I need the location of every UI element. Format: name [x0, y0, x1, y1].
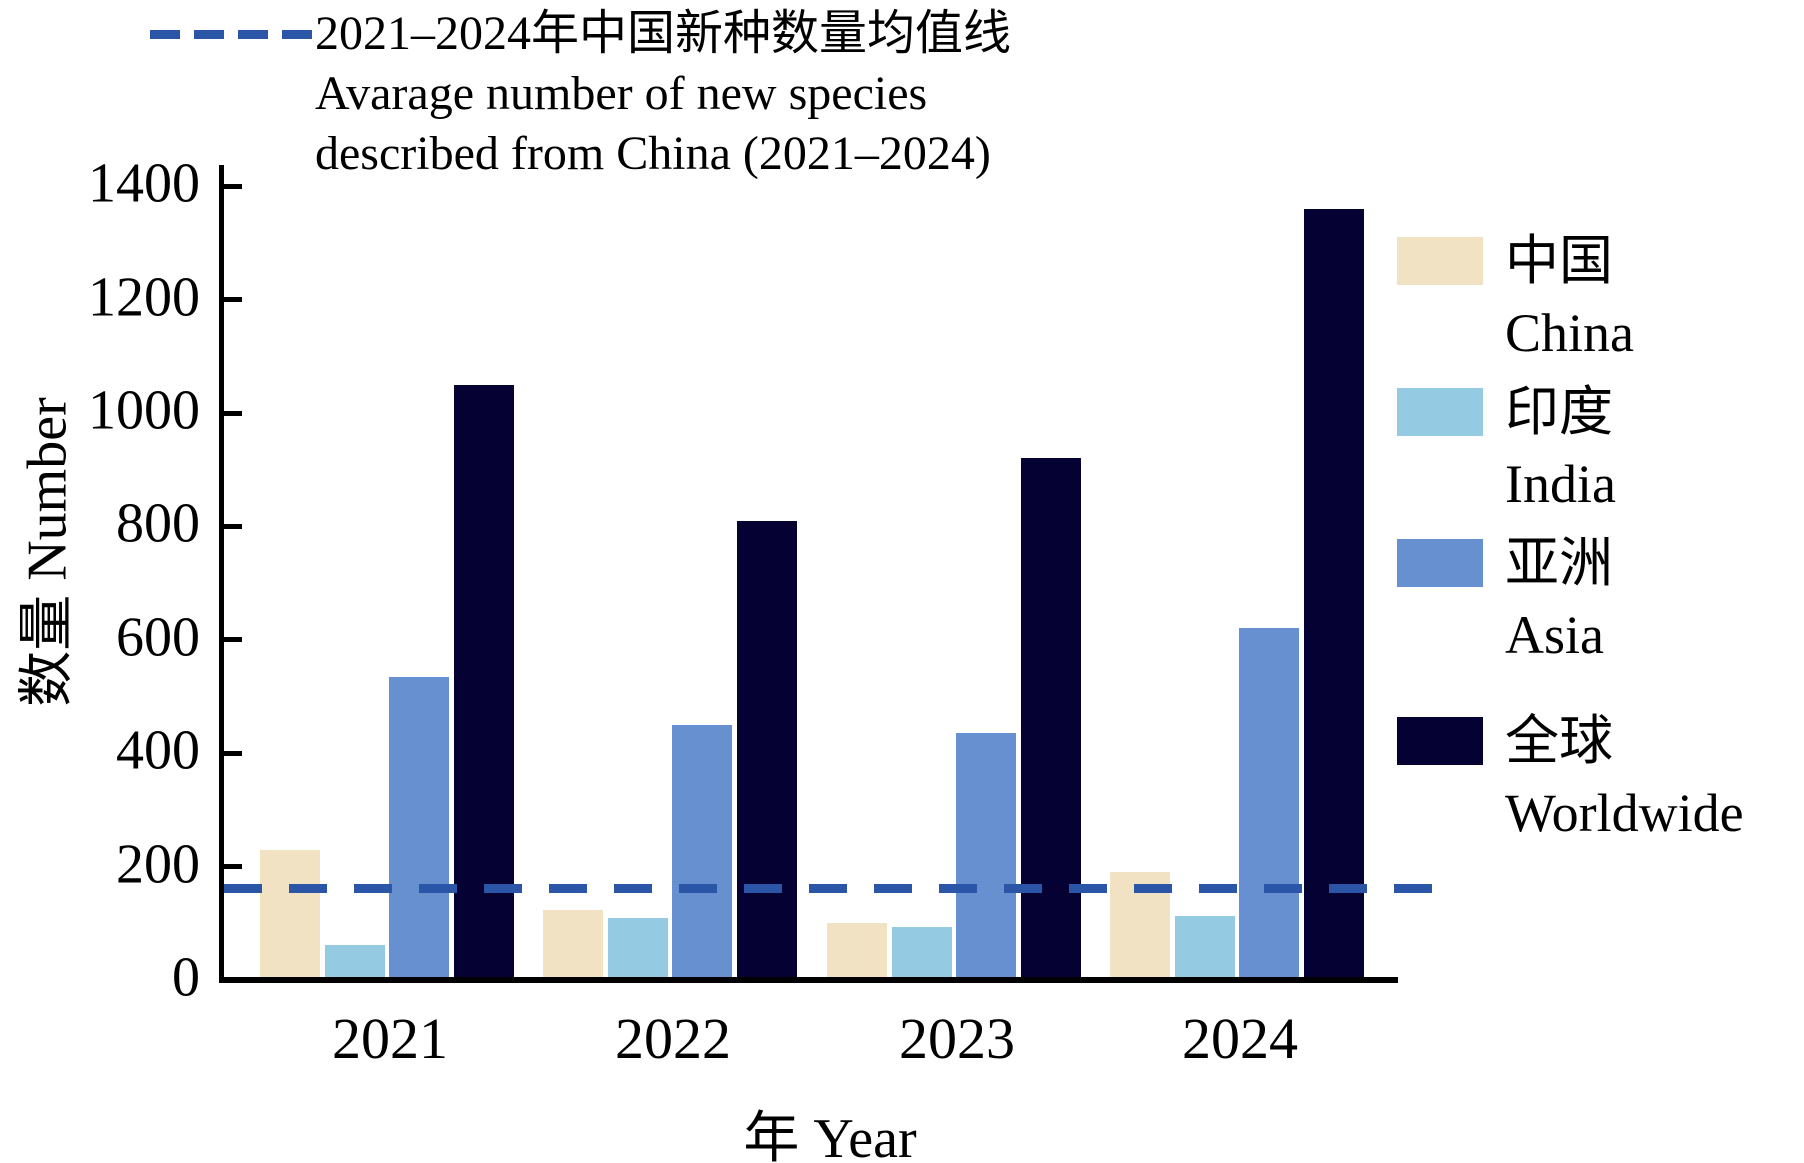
bar-2021-china	[260, 849, 320, 980]
y-tick-mark	[222, 523, 242, 529]
y-tick-mark	[222, 297, 242, 303]
x-axis-line	[219, 977, 1398, 983]
x-axis-title: 年 Year	[743, 1108, 917, 1163]
y-tick-label: 200	[116, 833, 200, 896]
bar-2022-india	[607, 917, 668, 980]
y-tick-label: 1200	[88, 266, 200, 329]
mean-line	[224, 884, 1448, 894]
bar-2023-china	[827, 923, 887, 980]
legend-swatch-china	[1397, 237, 1483, 285]
legend-swatch-asia	[1397, 539, 1483, 587]
legend-label-india-en: India	[1505, 454, 1616, 514]
legend-label-worldwide-zh: 全球	[1505, 711, 1613, 771]
x-tick-label: 2022	[615, 1006, 731, 1071]
bar-2021-india	[324, 944, 385, 980]
bar-2024-worldwide	[1304, 208, 1365, 980]
y-axis-line	[219, 165, 224, 983]
bar-2022-worldwide	[737, 520, 798, 980]
mean-line-legend-line2: Avarage number of new species	[315, 67, 928, 120]
y-tick-label: 600	[116, 606, 200, 669]
legend-label-china-en: China	[1505, 303, 1634, 363]
bar-2024-india	[1174, 915, 1235, 980]
legend-swatch-india	[1397, 388, 1483, 436]
x-tick-label: 2023	[899, 1006, 1015, 1071]
legend-label-india-zh: 印度	[1505, 382, 1613, 442]
y-tick-label: 1400	[88, 152, 200, 215]
bar-2021-worldwide	[454, 384, 515, 980]
x-tick-label: 2024	[1182, 1006, 1298, 1071]
mean-line-legend-line1: 2021–2024年中国新种数量均值线	[315, 7, 1012, 60]
bar-2022-asia	[672, 724, 733, 980]
y-tick-mark	[222, 750, 242, 756]
bar-2023-worldwide	[1021, 458, 1082, 980]
legend-swatch-worldwide	[1397, 717, 1483, 765]
legend-label-asia-en: Asia	[1505, 605, 1604, 665]
mean-line-legend-line3: described from China (2021–2024)	[315, 127, 991, 180]
y-tick-mark	[222, 864, 242, 870]
bar-2024-asia	[1239, 628, 1300, 980]
y-tick-mark	[222, 977, 242, 983]
y-tick-label: 800	[116, 492, 200, 555]
mean-line-legend: 2021–2024年中国新种数量均值线 Avarage number of ne…	[315, 4, 1011, 184]
y-tick-label: 400	[116, 719, 200, 782]
bar-2021-asia	[389, 676, 450, 980]
bar-2023-asia	[956, 733, 1017, 980]
y-tick-mark	[222, 637, 242, 643]
y-tick-label: 1000	[88, 379, 200, 442]
y-tick-label: 0	[172, 946, 200, 1009]
y-tick-mark	[222, 183, 242, 189]
y-tick-mark	[222, 410, 242, 416]
legend-label-china-zh: 中国	[1505, 231, 1613, 291]
bar-2023-india	[891, 926, 952, 980]
bar-2022-china	[543, 909, 603, 980]
x-tick-label: 2021	[332, 1006, 448, 1071]
legend-label-asia-zh: 亚洲	[1505, 533, 1613, 593]
mean-line-legend-dash-sample	[150, 30, 324, 39]
legend-label-worldwide-en: Worldwide	[1505, 783, 1744, 843]
